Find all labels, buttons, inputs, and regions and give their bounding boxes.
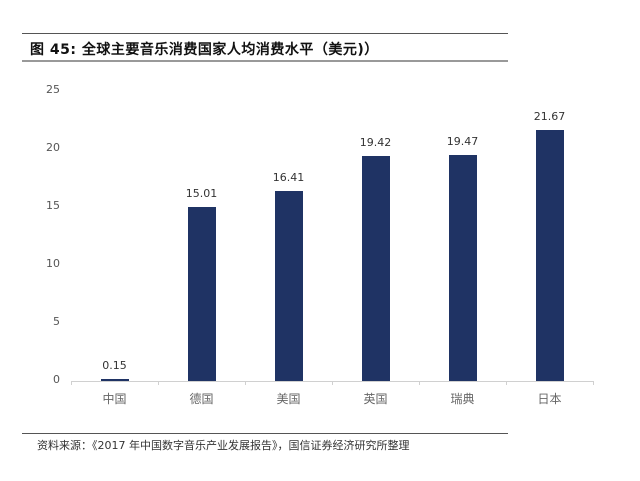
x-tick-mark bbox=[245, 381, 246, 385]
source-note: 资料来源：《2017 年中国数字音乐产业发展报告》，国信证券经济研究所整理 bbox=[37, 439, 410, 452]
x-tick-mark bbox=[71, 381, 72, 385]
bar-chart: 0 5 10 15 20 25 0.15 中国 15.01 德国 16.41 美国 19.42 英国 19.… bbox=[46, 83, 594, 406]
title-top-rule bbox=[22, 33, 508, 34]
x-category-label: 瑞典 bbox=[450, 392, 475, 406]
y-tick-label: 25 bbox=[46, 83, 60, 96]
source-top-rule bbox=[22, 433, 508, 434]
bar-value-label: 19.47 bbox=[446, 135, 479, 149]
figure-title: 图 45: 全球主要音乐消费国家人均消费水平（美元)） bbox=[30, 42, 379, 58]
x-tick-mark bbox=[419, 381, 420, 385]
bar-value-label: 21.67 bbox=[533, 109, 566, 123]
bar bbox=[274, 190, 303, 381]
x-tick-mark bbox=[332, 381, 333, 385]
bar bbox=[361, 155, 390, 381]
bar bbox=[535, 129, 564, 381]
y-tick-label: 5 bbox=[53, 315, 60, 328]
bar bbox=[448, 155, 477, 381]
title-bottom-rule bbox=[22, 60, 508, 62]
bar-value-label: 16.41 bbox=[272, 170, 305, 184]
y-tick-label: 15 bbox=[46, 199, 60, 212]
y-tick-label: 20 bbox=[46, 141, 60, 154]
x-category-label: 中国 bbox=[102, 392, 127, 406]
x-tick-mark bbox=[506, 381, 507, 385]
y-tick-label: 0 bbox=[53, 373, 60, 386]
bar bbox=[187, 206, 216, 381]
y-tick-label: 10 bbox=[46, 257, 60, 270]
bar bbox=[100, 379, 129, 381]
x-category-label: 英国 bbox=[363, 392, 388, 406]
x-category-label: 德国 bbox=[189, 392, 214, 406]
bar-value-label: 19.42 bbox=[359, 135, 392, 149]
x-category-label: 美国 bbox=[276, 392, 301, 406]
bar-value-label: 15.01 bbox=[185, 186, 218, 200]
x-tick-mark bbox=[593, 381, 594, 385]
x-tick-mark bbox=[158, 381, 159, 385]
bar-value-label: 0.15 bbox=[102, 359, 127, 372]
x-category-label: 日本 bbox=[537, 392, 562, 406]
